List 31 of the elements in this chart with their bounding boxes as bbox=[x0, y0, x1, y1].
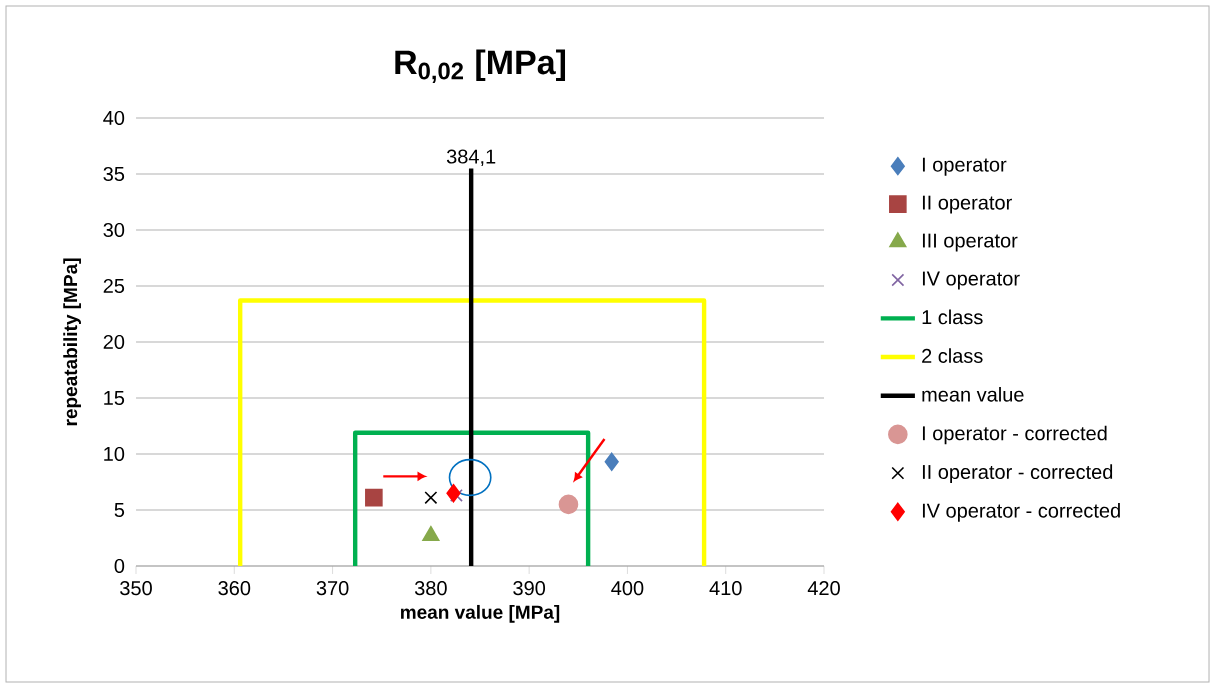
x-tick-label: 390 bbox=[513, 581, 546, 596]
legend-label: II operator bbox=[922, 195, 1012, 214]
x-tick-label: 400 bbox=[611, 581, 644, 596]
annotation: 384,1 bbox=[446, 149, 496, 166]
y-tick-label: 10 bbox=[104, 446, 125, 462]
y-tick-label: 5 bbox=[114, 503, 125, 517]
legend-label: 1 class bbox=[922, 309, 983, 325]
legend-label: IV operator - corrected bbox=[922, 503, 1120, 522]
y-tick-label: 25 bbox=[103, 278, 125, 294]
y-tick-label: 20 bbox=[103, 334, 125, 350]
legend-label: III operator bbox=[922, 233, 1018, 252]
legend-label: I operator bbox=[922, 157, 1007, 176]
x-axis-title: mean value [MPa] bbox=[401, 604, 560, 623]
chart-title: R$_{0,02}$ [MPa] bbox=[395, 49, 566, 83]
legend-label: IV operator bbox=[922, 271, 1020, 290]
x-tick-label: 350 bbox=[120, 581, 152, 596]
legend-label: II operator - corrected bbox=[922, 464, 1113, 483]
y-axis-title: repeatability [MPa] bbox=[63, 258, 81, 426]
y-tick-label: 15 bbox=[104, 391, 125, 405]
legend-label: 2 class bbox=[922, 348, 983, 363]
x-tick-label: 360 bbox=[218, 581, 251, 596]
x-tick-label: 410 bbox=[709, 581, 742, 596]
y-tick-label: 40 bbox=[103, 110, 125, 126]
y-tick-label: 0 bbox=[114, 558, 125, 574]
x-tick-label: 370 bbox=[316, 581, 349, 596]
legend-label: mean value bbox=[922, 386, 1024, 402]
x-tick-label: 380 bbox=[414, 581, 447, 596]
y-tick-label: 30 bbox=[103, 222, 125, 238]
x-tick-label: 420 bbox=[807, 581, 840, 596]
legend-label: I operator - corrected bbox=[922, 425, 1107, 445]
y-tick-label: 35 bbox=[103, 166, 125, 182]
